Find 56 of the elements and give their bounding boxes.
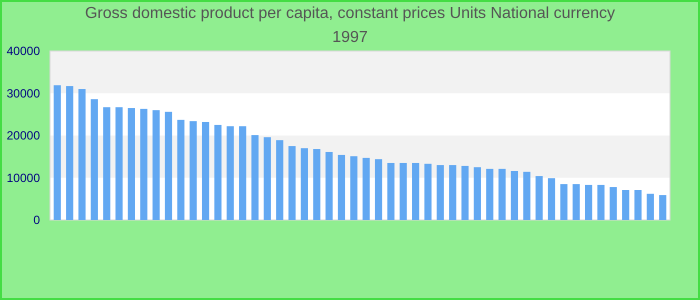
bar [548,178,556,220]
bar [474,167,481,220]
bar [54,85,61,220]
bar [90,99,98,220]
bar [226,126,234,220]
bar [214,124,222,220]
bar [449,165,456,220]
bar [264,137,271,220]
bar [66,86,74,220]
bar [572,184,580,220]
bar [597,184,605,220]
bar [584,184,592,220]
bar [300,148,308,220]
bar [436,165,444,220]
bar [498,168,506,220]
bar [560,184,568,220]
bar [338,154,346,220]
bar [659,195,666,220]
bar [486,168,494,220]
bar [387,162,394,220]
bar [536,176,543,220]
bar [251,135,259,220]
y-tick-label: 40000 [6,44,40,58]
bar [461,166,469,220]
bar [412,162,420,220]
bar [646,194,654,220]
bar [276,140,284,220]
bar [350,156,358,220]
bar [424,164,432,220]
bar [634,190,642,220]
bar [523,172,530,220]
bar [362,158,370,220]
y-tick-label: 0 [33,213,40,228]
bar [190,121,197,220]
bar [177,120,184,220]
bar [140,108,148,220]
y-tick-label: 30000 [6,86,40,100]
bar [313,149,320,220]
bar [202,122,210,220]
bar [288,146,296,220]
bar [400,162,407,220]
bar [103,107,110,220]
bar [510,170,518,220]
bar [128,108,136,220]
bar [326,152,333,220]
bar [152,110,160,220]
bar [374,159,382,220]
bar [610,187,617,220]
bar [115,107,123,220]
chart-title: Gross domestic product per capita, constant prices Units National currency 1997 [84,5,616,46]
bar [239,126,246,220]
bar [78,89,86,220]
y-tick-label: 10000 [6,170,40,185]
bar [622,190,630,220]
y-tick-label: 20000 [6,128,40,143]
bar [164,112,172,220]
